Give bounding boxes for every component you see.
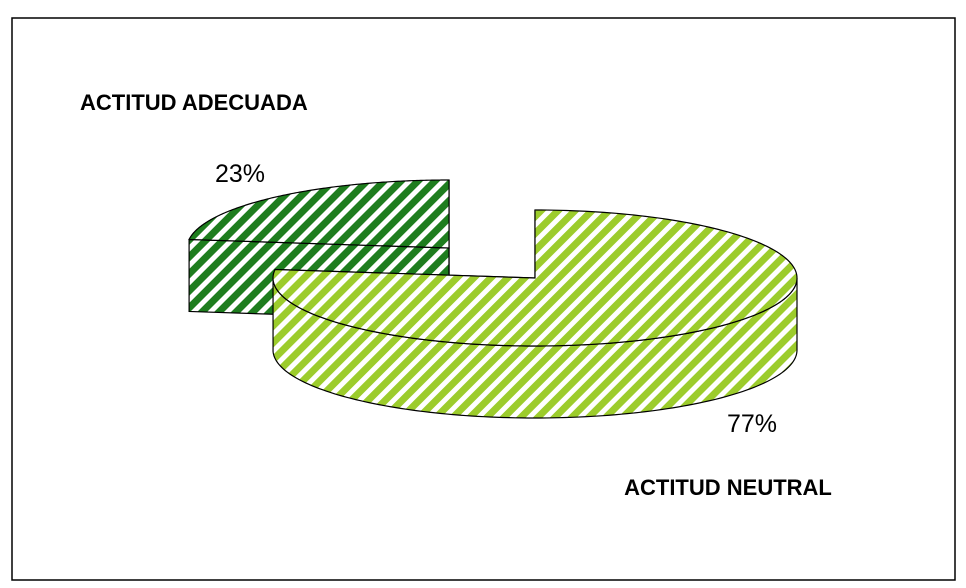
value-label: 23% [215,160,265,188]
slice-top [272,209,798,347]
labels: ACTITUD ADECUADA 23% ACTITUD NEUTRAL 77% [80,90,832,500]
pie-slice [272,209,798,419]
category-label: ACTITUD NEUTRAL [624,475,832,500]
pie [188,179,798,419]
slice-top [188,179,450,249]
value-label: 77% [727,410,777,438]
category-label: ACTITUD ADECUADA [80,90,308,115]
